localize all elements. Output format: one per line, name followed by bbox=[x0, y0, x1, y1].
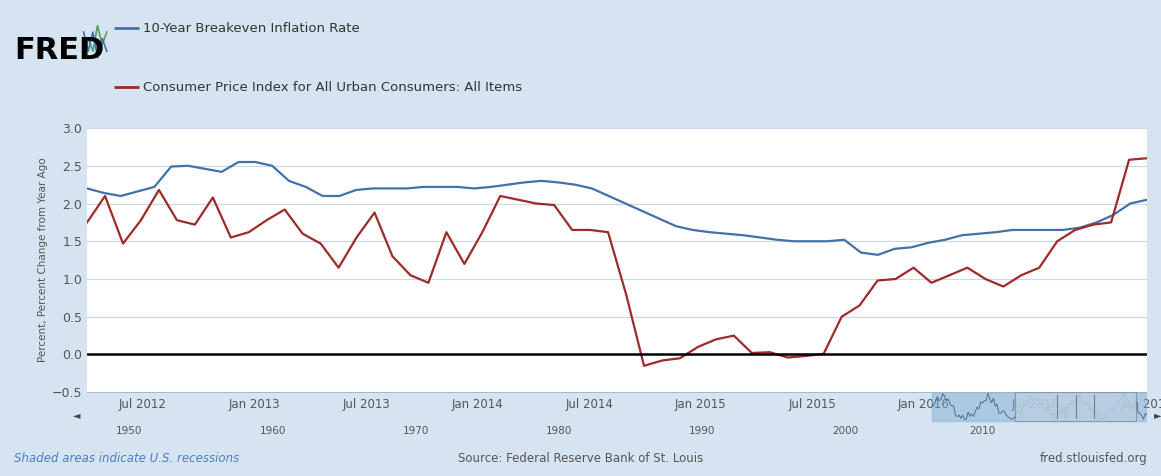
Text: 2010: 2010 bbox=[969, 426, 996, 436]
Text: 1960: 1960 bbox=[259, 426, 286, 436]
Text: Shaded areas indicate U.S. recessions: Shaded areas indicate U.S. recessions bbox=[14, 452, 239, 465]
FancyBboxPatch shape bbox=[1015, 392, 1137, 421]
Text: fred.stlouisfed.org: fred.stlouisfed.org bbox=[1039, 452, 1147, 465]
Text: Consumer Price Index for All Urban Consumers: All Items: Consumer Price Index for All Urban Consu… bbox=[143, 80, 522, 94]
Text: 2000: 2000 bbox=[832, 426, 858, 436]
Text: 1950: 1950 bbox=[116, 426, 143, 436]
Text: FRED: FRED bbox=[14, 36, 104, 65]
Text: 1990: 1990 bbox=[688, 426, 715, 436]
Text: 1980: 1980 bbox=[546, 426, 572, 436]
Bar bbox=[932, 392, 1147, 421]
Text: 10-Year Breakeven Inflation Rate: 10-Year Breakeven Inflation Rate bbox=[143, 22, 360, 35]
Text: ►: ► bbox=[1154, 411, 1161, 421]
Text: 1970: 1970 bbox=[403, 426, 428, 436]
Text: ◄: ◄ bbox=[73, 411, 80, 421]
Y-axis label: Percent, Percent Change from Year Ago: Percent, Percent Change from Year Ago bbox=[37, 158, 48, 362]
Text: Source: Federal Reserve Bank of St. Louis: Source: Federal Reserve Bank of St. Loui… bbox=[457, 452, 704, 465]
